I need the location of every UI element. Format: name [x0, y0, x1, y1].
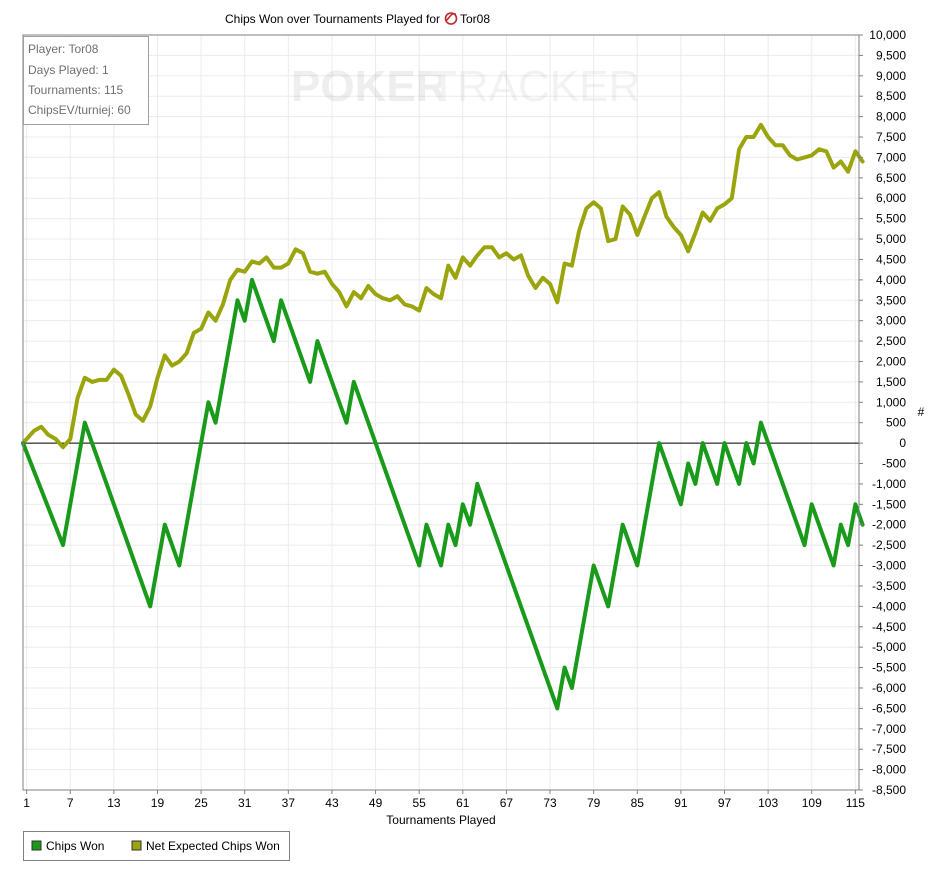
- x-tick-label: 13: [107, 796, 121, 810]
- x-tick-label: 55: [413, 796, 427, 810]
- x-tick-label: 79: [587, 796, 601, 810]
- x-tick-label: 103: [758, 796, 778, 810]
- y-tick-label: -4,000: [872, 599, 906, 613]
- legend-swatch-net-expected: [131, 840, 142, 851]
- x-axis-label: Tournaments Played: [386, 813, 495, 827]
- y-tick-label: 8,500: [876, 89, 906, 103]
- x-axis: 1 7 13 19 25 31 37 43 49 55 61 67 73 79 85 91 97 103 109 11…: [23, 790, 865, 810]
- y-tick-label: 4,500: [876, 252, 906, 266]
- y-tick-label: -8,500: [872, 783, 906, 797]
- y-tick-label: 2,000: [876, 354, 906, 368]
- x-tick-label: 73: [543, 796, 557, 810]
- info-tournaments: Tournaments: 115: [28, 83, 123, 97]
- y-tick-label: 4,000: [876, 273, 906, 287]
- info-days-played: Days Played: 1: [28, 63, 109, 77]
- x-tick-label: 43: [325, 796, 339, 810]
- y-tick-label: 2,500: [876, 334, 906, 348]
- plot-border: [22, 34, 860, 791]
- legend-label-net-expected: Net Expected Chips Won: [146, 839, 280, 853]
- x-tick-label: 1: [23, 796, 30, 810]
- y-tick-label: -8,000: [872, 763, 906, 777]
- x-tick-label: 31: [238, 796, 252, 810]
- y-tick-label: -5,000: [872, 640, 906, 654]
- info-box: Player: Tor08 Days Played: 1 Tournaments…: [23, 36, 149, 125]
- y-tick-label: 10,000: [869, 28, 906, 42]
- x-tick-label: 109: [802, 796, 822, 810]
- x-tick-label: 97: [718, 796, 732, 810]
- y-tick-label: 5,000: [876, 232, 906, 246]
- chart-title: Chips Won over Tournaments Played for To…: [225, 12, 490, 26]
- watermark-tracker: TRACKER: [430, 62, 640, 111]
- y-tick-label: 9,500: [876, 48, 906, 62]
- y-tick-label: 3,500: [876, 293, 906, 307]
- y-tick-label: -7,000: [872, 722, 906, 736]
- series-line-chips-won: [21, 277, 865, 711]
- legend-swatch-chips-won: [31, 840, 42, 851]
- y-tick-label: 0: [899, 436, 906, 450]
- y-tick-label: -6,500: [872, 701, 906, 715]
- player-hud-icon: [444, 12, 458, 25]
- x-tick-label: 67: [500, 796, 514, 810]
- info-chips-ev: ChipsEV/turniej: 60: [28, 103, 131, 117]
- chart-title-player: Tor08: [460, 12, 490, 26]
- y-tick-label: -3,500: [872, 579, 906, 593]
- y-tick-label: -500: [882, 457, 906, 471]
- y-tick-label: 6,000: [876, 191, 906, 205]
- x-tick-label: 61: [456, 796, 470, 810]
- y-tick-label: 7,500: [876, 130, 906, 144]
- y-tick-label: -3,000: [872, 559, 906, 573]
- y-tick-label: -1,500: [872, 497, 906, 511]
- y-tick-label: -6,000: [872, 681, 906, 695]
- legend-item-net-expected[interactable]: Net Expected Chips Won: [131, 839, 280, 853]
- x-tick-label: 91: [674, 796, 688, 810]
- y-axis: -8,500 -8,000 -7,500 -7,000 -6,500 -6,000 -5,5…: [859, 28, 906, 797]
- y-tick-label: 7,000: [876, 150, 906, 164]
- y-tick-label: -2,500: [872, 538, 906, 552]
- y-tick-label: -5,500: [872, 661, 906, 675]
- y-tick-label: 500: [886, 416, 906, 430]
- y-tick-label: -1,000: [872, 477, 906, 491]
- info-player: Player: Tor08: [28, 42, 99, 56]
- x-tick-label: 25: [194, 796, 208, 810]
- watermark: POKER TRACKER: [291, 62, 640, 111]
- x-tick-label: 49: [369, 796, 383, 810]
- plot-area: POKER TRACKER: [21, 34, 865, 791]
- chart-title-text: Chips Won over Tournaments Played for: [225, 12, 440, 26]
- series-line-net-expected-chips-won: [21, 122, 865, 450]
- y-tick-label: 9,000: [876, 69, 906, 83]
- plot-background: [23, 35, 859, 790]
- y-tick-label: 8,000: [876, 110, 906, 124]
- legend-label-chips-won: Chips Won: [46, 839, 104, 853]
- y-tick-label: 5,500: [876, 212, 906, 226]
- y-tick-label: -2,000: [872, 518, 906, 532]
- y-tick-label: 1,500: [876, 375, 906, 389]
- y-tick-label: 6,500: [876, 171, 906, 185]
- x-tick-label: 85: [631, 796, 645, 810]
- x-tick-label: 37: [282, 796, 296, 810]
- x-tick-label: 19: [151, 796, 165, 810]
- y-tick-label: -7,500: [872, 742, 906, 756]
- y-tick-label: 1,000: [876, 395, 906, 409]
- x-tick-label: 7: [67, 796, 74, 810]
- legend: Chips Won Net Expected Chips Won: [23, 831, 290, 861]
- y-tick-label: 3,000: [876, 314, 906, 328]
- series-layer: [21, 122, 865, 711]
- x-tick-label: 115: [846, 796, 865, 810]
- watermark-poker: POKER: [291, 62, 447, 111]
- y-axis-label: #: [918, 405, 925, 419]
- legend-item-chips-won[interactable]: Chips Won: [31, 839, 104, 853]
- y-tick-label: -4,500: [872, 620, 906, 634]
